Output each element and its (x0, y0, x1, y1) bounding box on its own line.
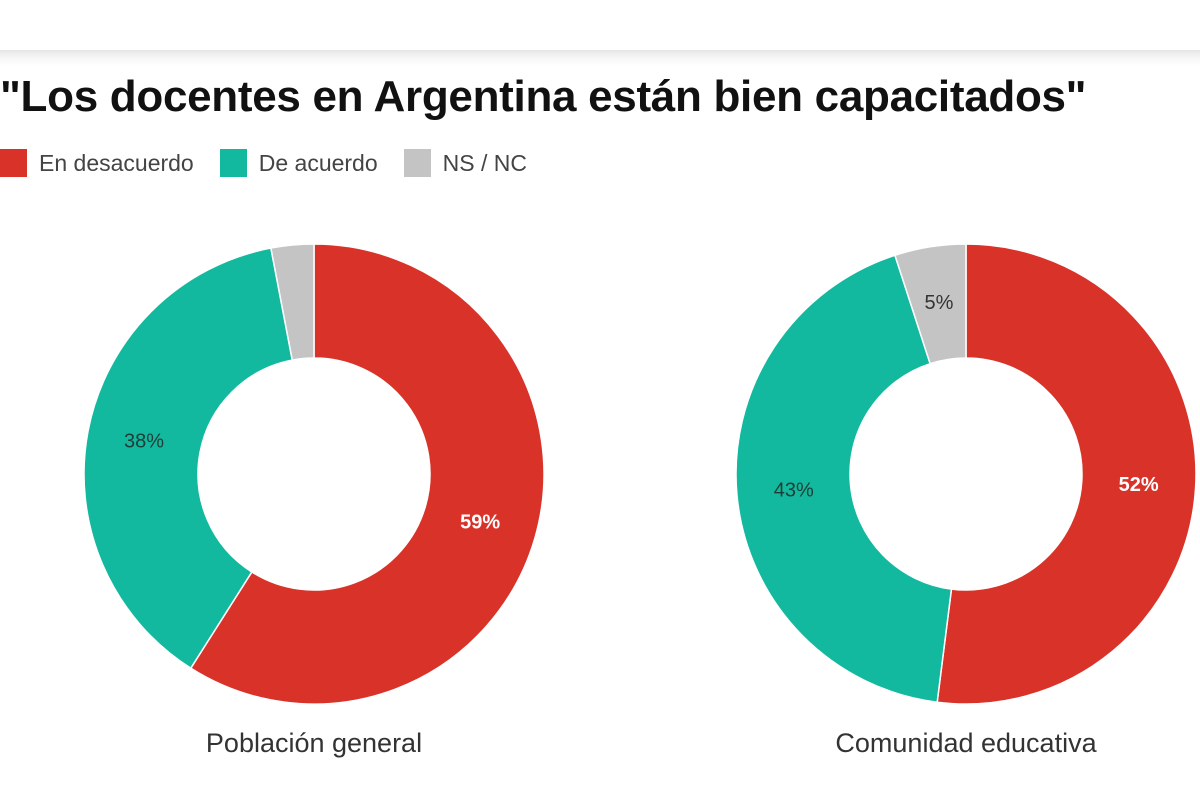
legend-label: De acuerdo (258, 149, 378, 176)
donut-poblacion-general: 59% 38% (83, 243, 545, 705)
legend-swatch (0, 149, 27, 177)
header-shadow (0, 50, 1200, 66)
donut-slice-en-desacuerdo[interactable] (936, 243, 1197, 705)
legend-label: NS / NC (442, 149, 527, 176)
caption-comunidad-educativa: Comunidad educativa (835, 728, 1097, 758)
legend-item-de-acuerdo[interactable]: De acuerdo (219, 149, 378, 177)
donut-slice-ns-nc[interactable] (270, 243, 315, 361)
donut-comunidad-educativa: 52% 43% 5% (735, 243, 1197, 705)
slice-data-label: 5% (924, 292, 953, 314)
donut-slice-de-acuerdo[interactable] (83, 247, 294, 670)
slice-data-label: 38% (124, 431, 164, 453)
slice-data-label: 52% (1119, 474, 1159, 496)
donut-slice-en-desacuerdo[interactable] (189, 243, 545, 705)
caption-poblacion-general: Población general (205, 728, 423, 758)
donut-slice-ns-nc[interactable] (893, 243, 967, 365)
slice-data-label: 43% (774, 479, 814, 501)
slice-data-label: 59% (460, 511, 500, 533)
legend: En desacuerdo De acuerdo NS / NC (0, 148, 553, 178)
top-band (0, 0, 1200, 50)
legend-item-ns-nc[interactable]: NS / NC (403, 149, 527, 177)
chart-title: "Los docentes en Argentina están bien ca… (0, 72, 1087, 121)
legend-swatch (219, 149, 247, 177)
donut-slice-de-acuerdo[interactable] (735, 254, 953, 704)
legend-label: En desacuerdo (39, 149, 194, 176)
legend-swatch (403, 149, 431, 177)
legend-item-en-desacuerdo[interactable]: En desacuerdo (0, 149, 194, 177)
